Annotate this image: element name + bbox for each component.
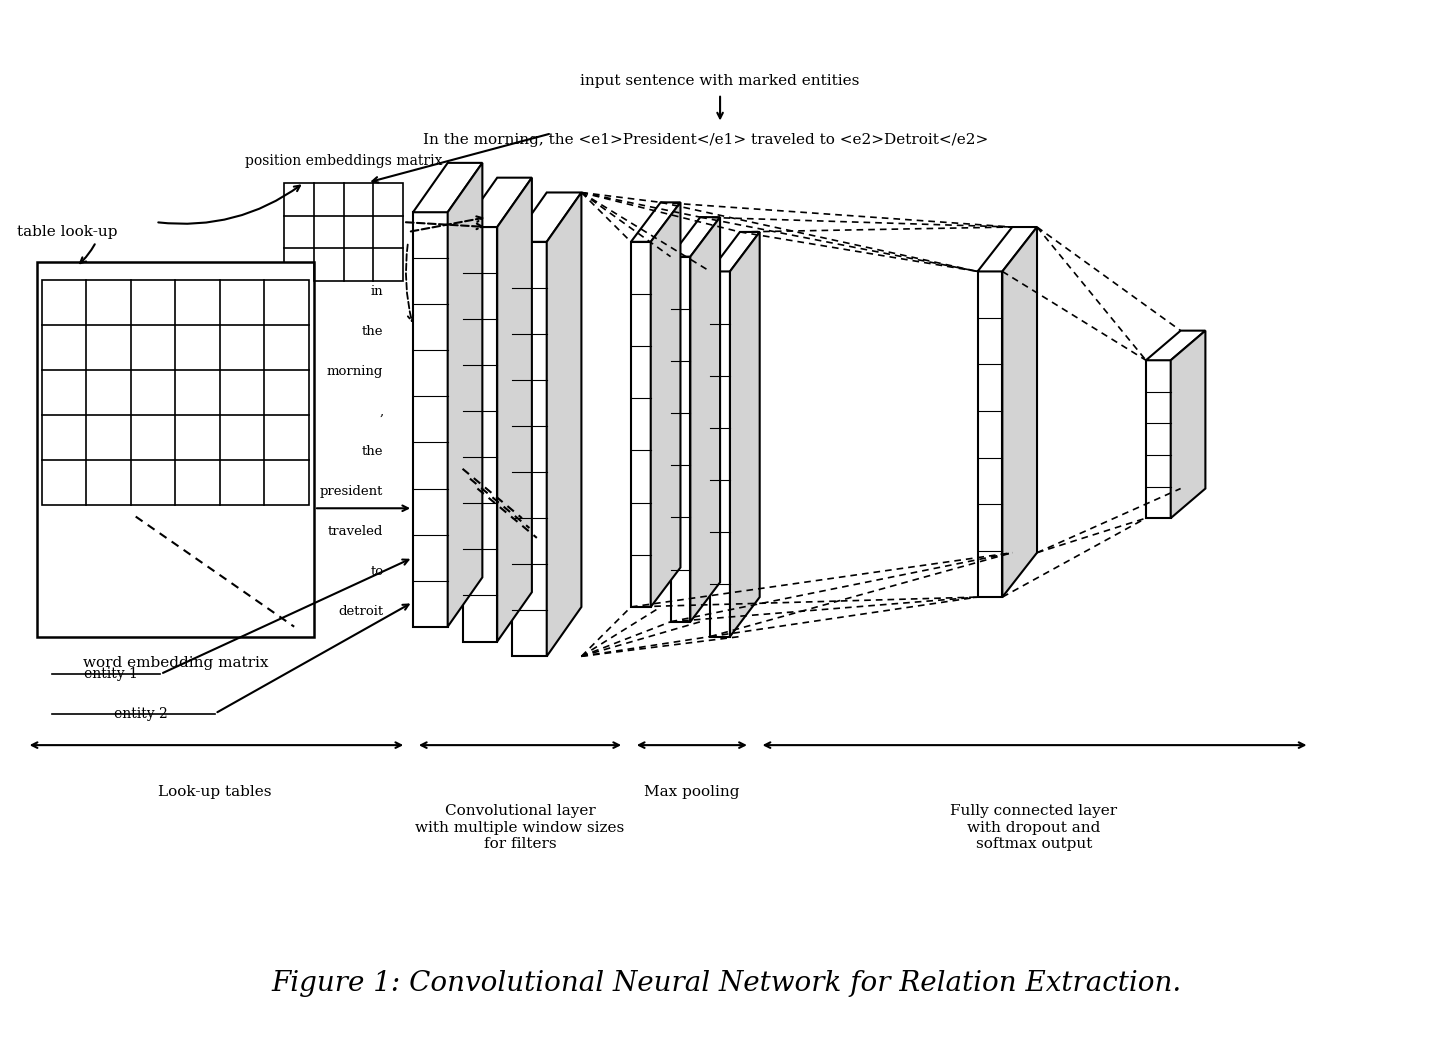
Text: word embedding matrix: word embedding matrix	[83, 656, 268, 671]
Polygon shape	[1171, 331, 1205, 518]
Text: table look-up: table look-up	[17, 225, 118, 239]
Polygon shape	[710, 232, 760, 272]
Text: input sentence with marked entities: input sentence with marked entities	[581, 74, 860, 88]
Text: Fully connected layer
with dropout and
softmax output: Fully connected layer with dropout and s…	[950, 804, 1117, 851]
Polygon shape	[671, 257, 690, 622]
Polygon shape	[631, 202, 681, 242]
Text: Look-up tables: Look-up tables	[159, 785, 272, 799]
Polygon shape	[1147, 331, 1205, 360]
Polygon shape	[512, 242, 547, 656]
Polygon shape	[512, 193, 582, 242]
Text: in: in	[371, 285, 383, 297]
Polygon shape	[463, 178, 533, 227]
Text: Figure 1: Convolutional Neural Network for Relation Extraction.: Figure 1: Convolutional Neural Network f…	[272, 970, 1181, 997]
Polygon shape	[730, 232, 760, 637]
Polygon shape	[547, 193, 582, 656]
Polygon shape	[413, 163, 483, 213]
Text: position embeddings matrix: position embeddings matrix	[244, 153, 442, 168]
Text: entity 1: entity 1	[84, 668, 138, 681]
FancyBboxPatch shape	[284, 183, 403, 281]
Polygon shape	[671, 217, 720, 257]
Text: Max pooling: Max pooling	[643, 785, 739, 799]
Polygon shape	[498, 178, 533, 641]
Text: president: president	[320, 486, 383, 498]
Text: Convolutional layer
with multiple window sizes
for filters: Convolutional layer with multiple window…	[415, 804, 624, 851]
Text: morning: morning	[327, 365, 383, 378]
Polygon shape	[710, 272, 730, 637]
Text: In the morning, the <e1>President</e1> traveled to <e2>Detroit</e2>: In the morning, the <e1>President</e1> t…	[423, 133, 988, 147]
Polygon shape	[650, 202, 681, 607]
Text: to: to	[370, 565, 383, 579]
Polygon shape	[413, 213, 448, 626]
Polygon shape	[463, 227, 498, 641]
FancyBboxPatch shape	[42, 280, 308, 506]
Text: ,: ,	[380, 405, 383, 418]
Polygon shape	[1147, 360, 1171, 518]
Text: entity 2: entity 2	[113, 707, 167, 720]
Text: the: the	[362, 325, 383, 338]
Polygon shape	[1002, 227, 1037, 597]
Polygon shape	[631, 242, 650, 607]
FancyBboxPatch shape	[36, 261, 314, 637]
Text: detroit: detroit	[338, 605, 383, 618]
Polygon shape	[448, 163, 483, 626]
Polygon shape	[690, 217, 720, 622]
Polygon shape	[978, 272, 1002, 597]
Polygon shape	[978, 227, 1037, 272]
Text: the: the	[362, 445, 383, 458]
Text: traveled: traveled	[327, 525, 383, 539]
